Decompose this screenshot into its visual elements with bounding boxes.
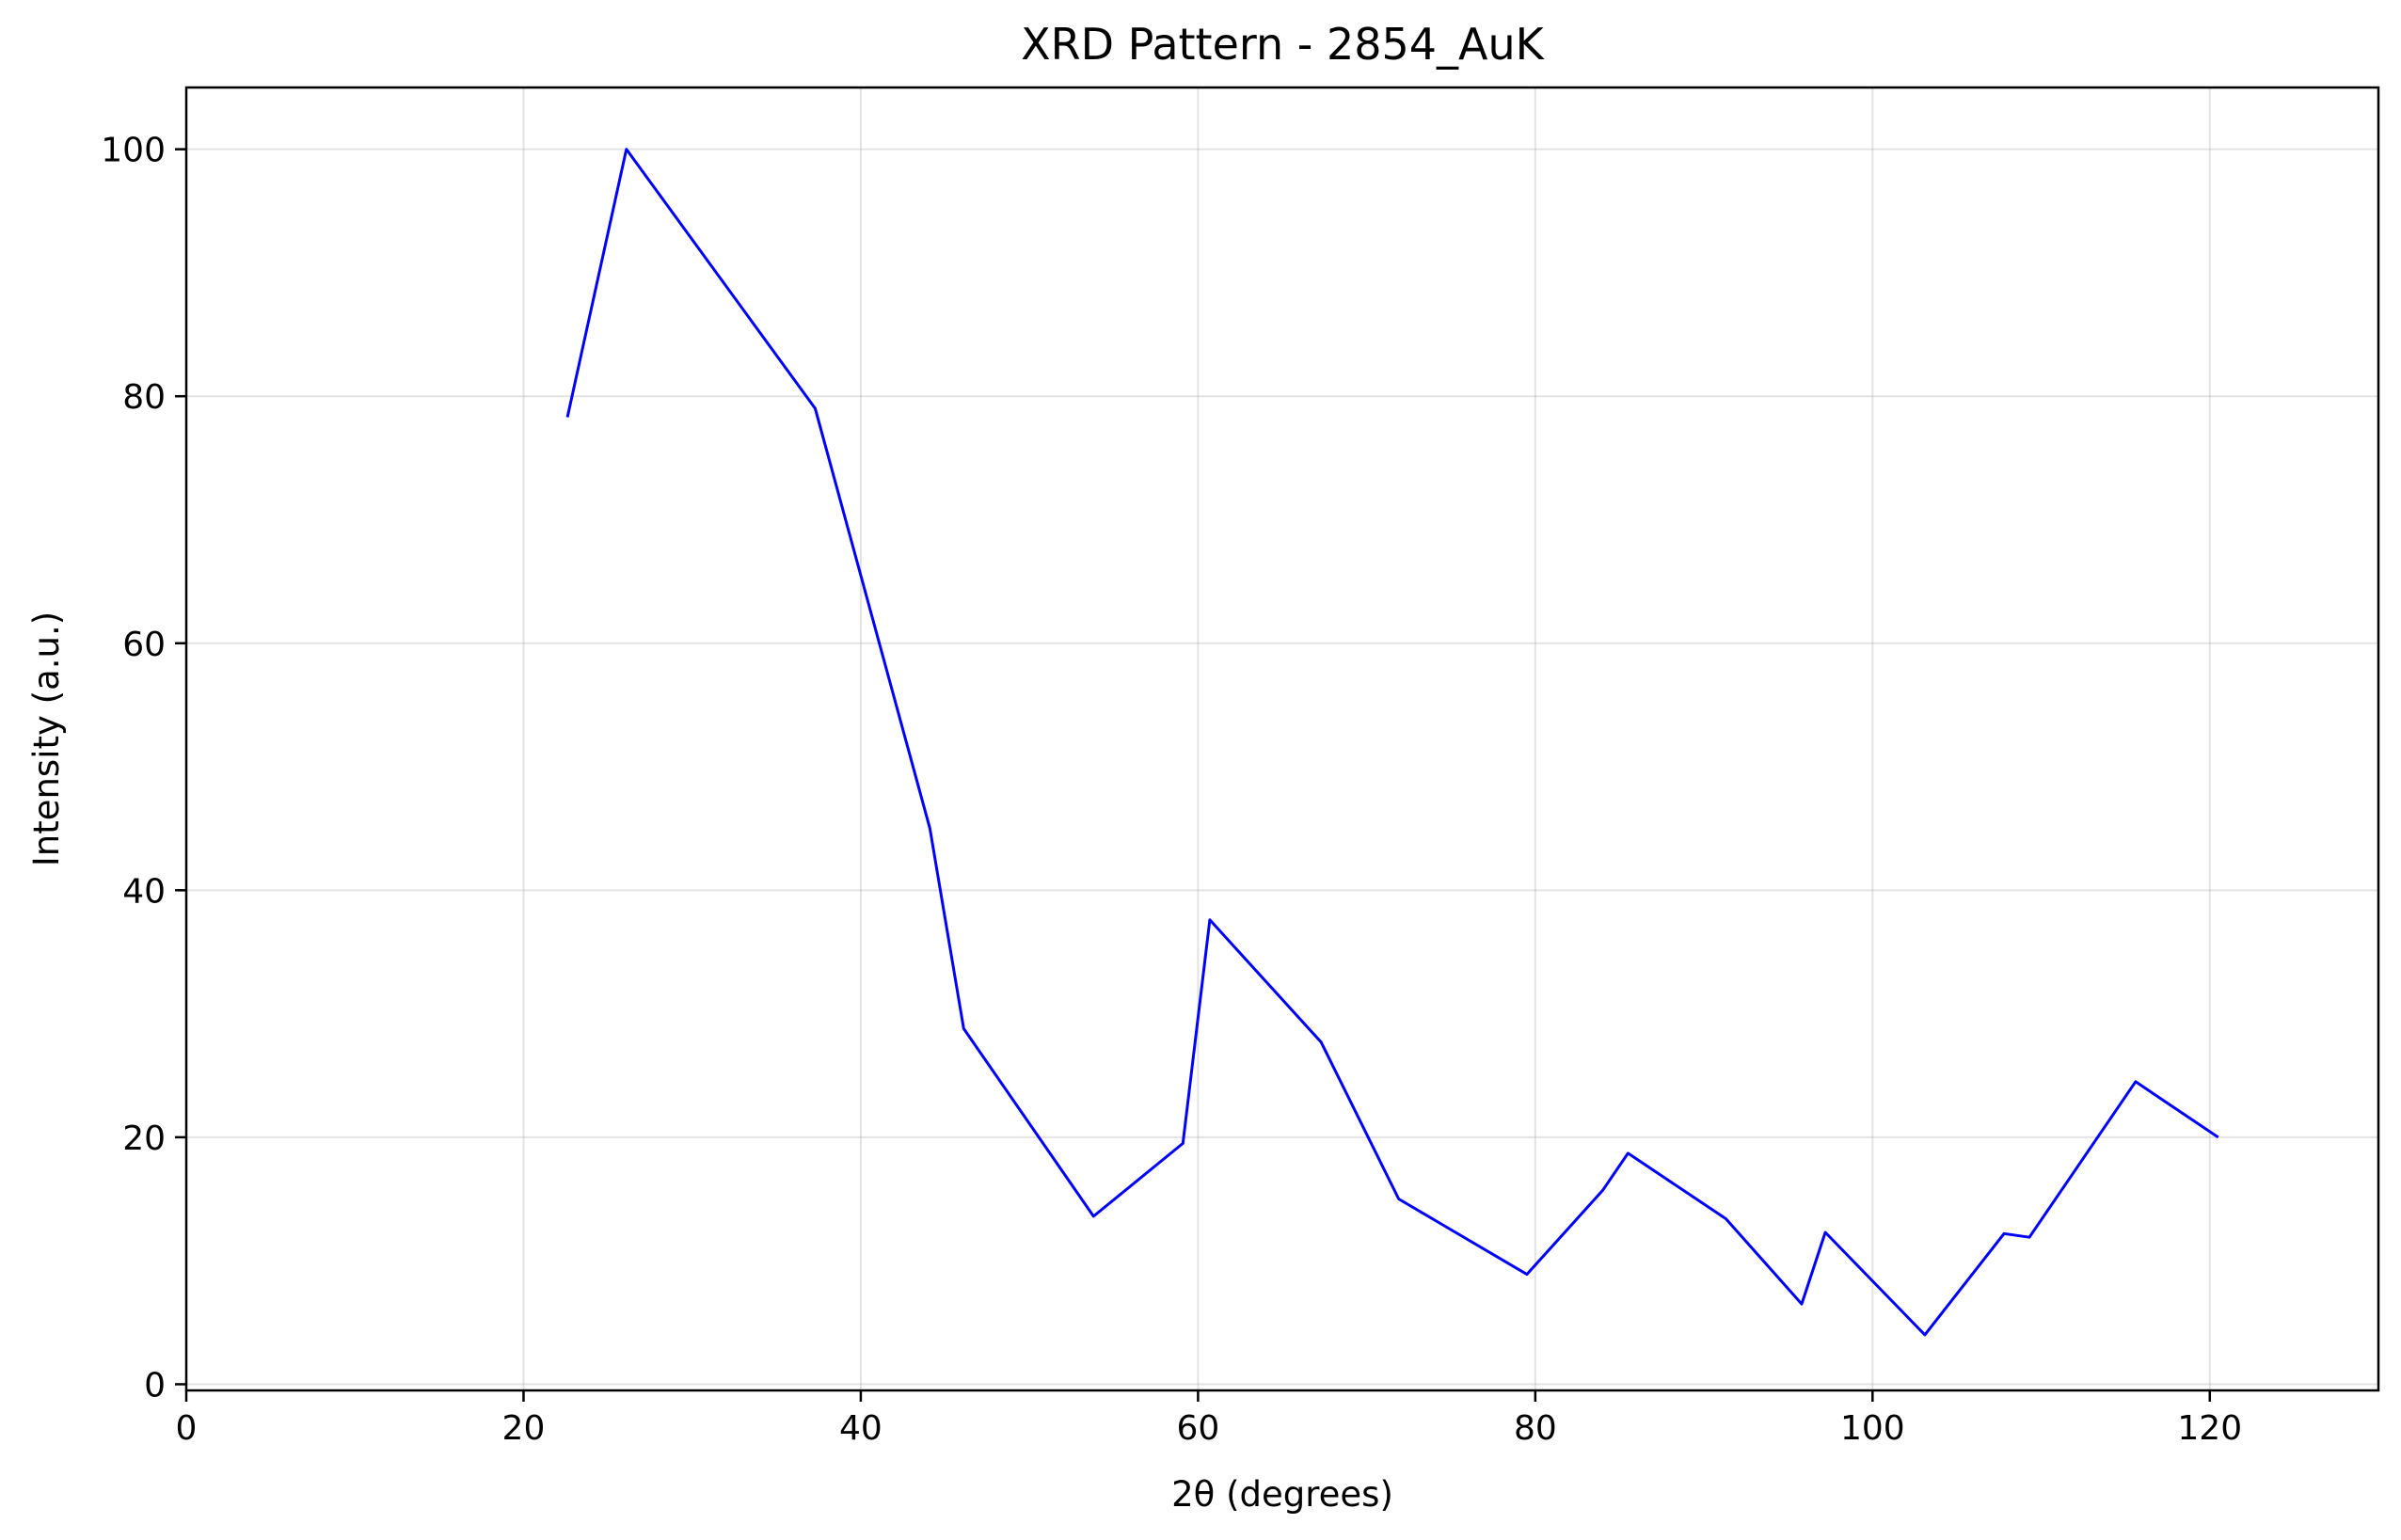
x-tick-label: 40 [839, 1409, 882, 1448]
y-tick-label: 0 [144, 1366, 166, 1405]
x-tick-label: 100 [1840, 1409, 1905, 1448]
x-tick-label: 20 [502, 1409, 546, 1448]
x-axis-ticks: 0 20 40 60 80 100 120 [176, 1390, 2242, 1448]
x-tick-label: 0 [176, 1409, 198, 1448]
y-tick-label: 60 [122, 626, 166, 664]
chart-title: XRD Pattern - 2854_AuK [1021, 19, 1546, 70]
y-tick-label: 20 [122, 1119, 166, 1158]
grid [185, 87, 2378, 1390]
y-tick-label: 40 [122, 872, 166, 911]
x-tick-label: 80 [1514, 1409, 1557, 1448]
y-tick-label: 80 [122, 378, 166, 417]
series-layer [565, 148, 2219, 1337]
x-axis-label: 2θ (degrees) [1171, 1474, 1393, 1515]
x-tick-label: 120 [2177, 1409, 2242, 1448]
y-axis-label: Intensity (a.u.) [26, 611, 67, 866]
series-line [565, 148, 2219, 1337]
x-tick-label: 60 [1176, 1409, 1219, 1448]
y-axis-ticks: 0 20 40 60 80 100 [101, 132, 186, 1405]
y-tick-label: 100 [101, 132, 166, 170]
plot-area-frame [184, 86, 2380, 1392]
